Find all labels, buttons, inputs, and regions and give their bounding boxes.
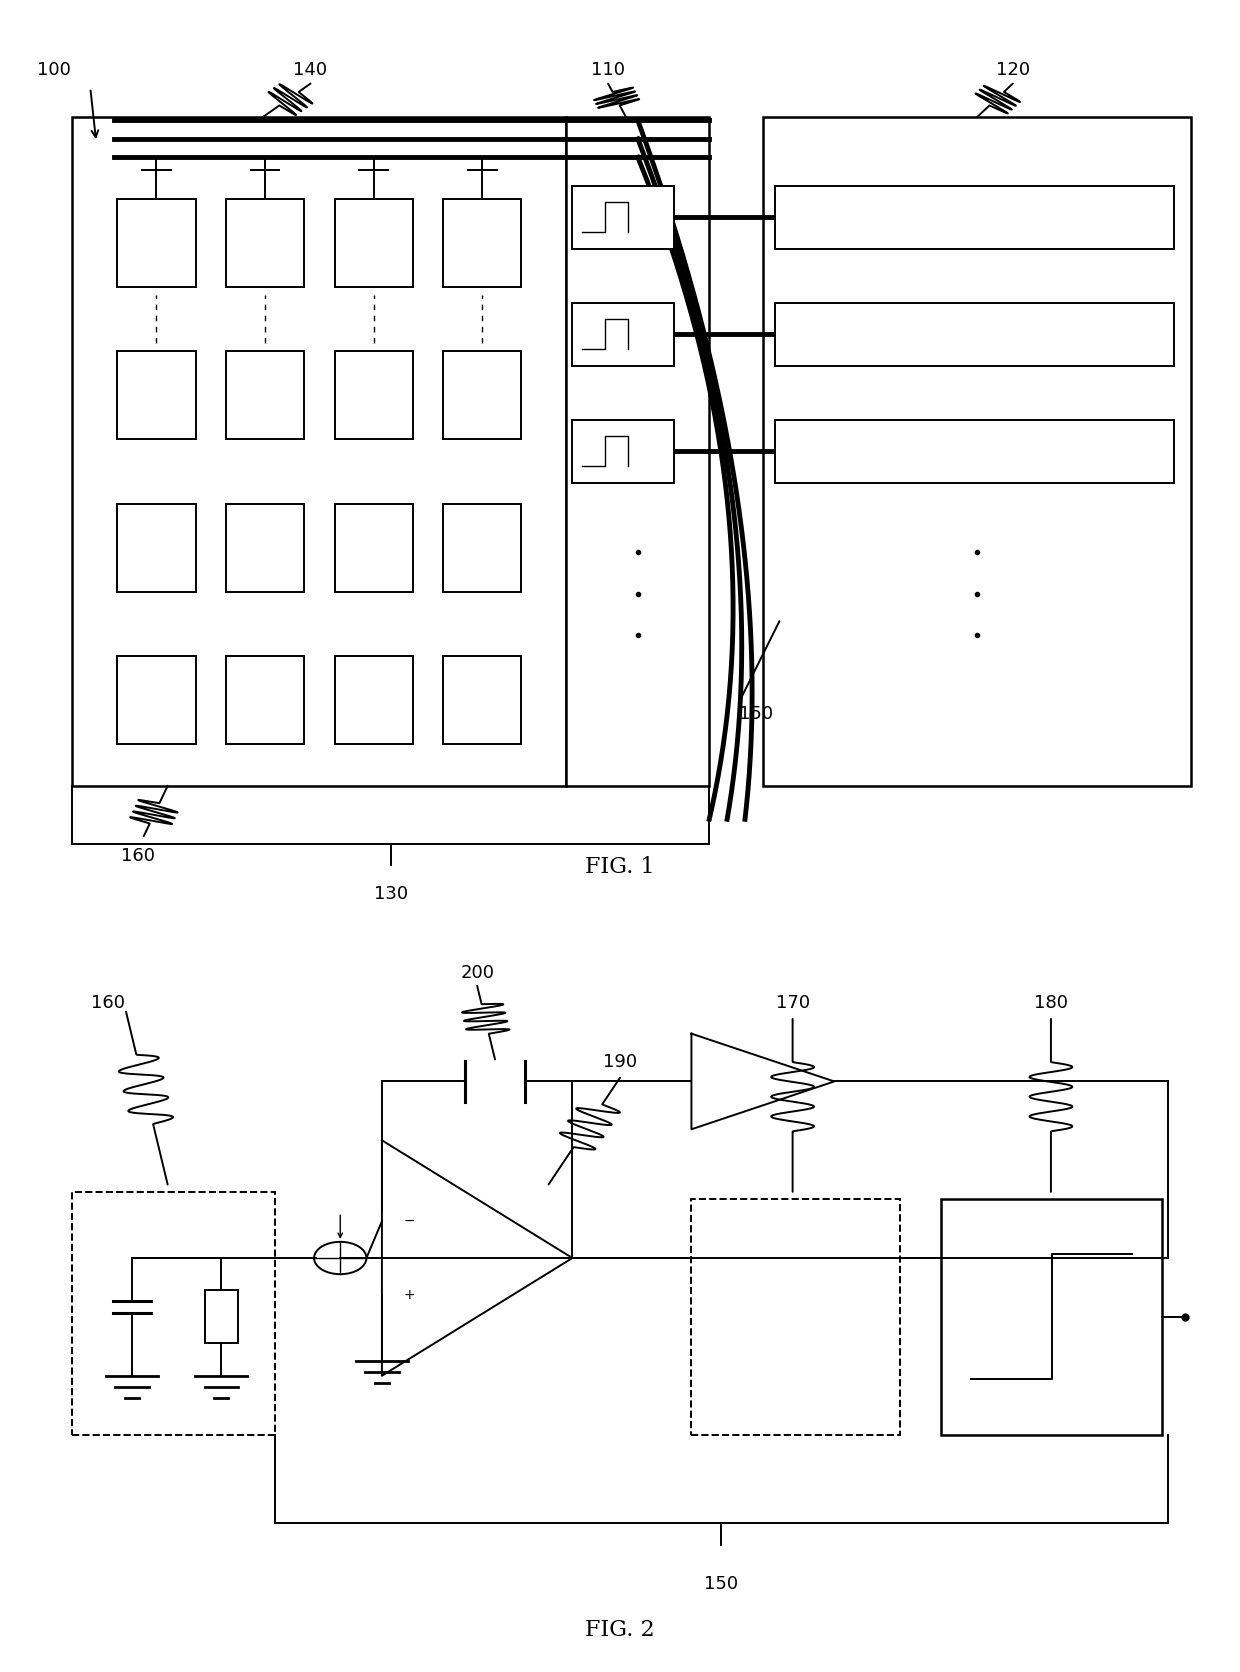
- FancyBboxPatch shape: [692, 1199, 900, 1435]
- FancyBboxPatch shape: [118, 199, 196, 288]
- FancyBboxPatch shape: [118, 657, 196, 744]
- FancyBboxPatch shape: [443, 503, 522, 592]
- Text: 110: 110: [591, 62, 625, 79]
- FancyBboxPatch shape: [443, 351, 522, 440]
- Text: 150: 150: [739, 706, 774, 722]
- Text: 200: 200: [460, 965, 495, 983]
- Text: −: −: [403, 1214, 415, 1229]
- Text: 120: 120: [996, 62, 1030, 79]
- Text: 140: 140: [294, 62, 327, 79]
- Text: 100: 100: [37, 62, 71, 79]
- FancyBboxPatch shape: [72, 1192, 275, 1435]
- FancyBboxPatch shape: [72, 117, 567, 786]
- FancyBboxPatch shape: [118, 503, 196, 592]
- Text: 170: 170: [775, 993, 810, 1012]
- FancyBboxPatch shape: [775, 420, 1173, 483]
- FancyBboxPatch shape: [335, 503, 413, 592]
- FancyBboxPatch shape: [443, 199, 522, 288]
- FancyBboxPatch shape: [226, 199, 304, 288]
- FancyBboxPatch shape: [226, 503, 304, 592]
- Text: 130: 130: [373, 884, 408, 903]
- FancyBboxPatch shape: [443, 657, 522, 744]
- FancyBboxPatch shape: [118, 351, 196, 440]
- Text: 150: 150: [704, 1575, 738, 1593]
- Text: 160: 160: [120, 848, 155, 864]
- FancyBboxPatch shape: [226, 351, 304, 440]
- FancyBboxPatch shape: [335, 199, 413, 288]
- Text: 160: 160: [91, 993, 125, 1012]
- FancyBboxPatch shape: [763, 117, 1192, 786]
- FancyBboxPatch shape: [775, 303, 1173, 366]
- FancyBboxPatch shape: [775, 186, 1173, 249]
- FancyBboxPatch shape: [573, 420, 673, 483]
- Text: FIG. 2: FIG. 2: [585, 1618, 655, 1640]
- FancyBboxPatch shape: [226, 657, 304, 744]
- FancyBboxPatch shape: [205, 1291, 238, 1343]
- FancyBboxPatch shape: [573, 303, 673, 366]
- Text: +: +: [403, 1287, 415, 1302]
- FancyBboxPatch shape: [335, 351, 413, 440]
- FancyBboxPatch shape: [941, 1199, 1162, 1435]
- FancyBboxPatch shape: [573, 186, 673, 249]
- Text: 180: 180: [1034, 993, 1068, 1012]
- Text: FIG. 1: FIG. 1: [585, 856, 655, 878]
- Text: 190: 190: [603, 1053, 637, 1070]
- FancyBboxPatch shape: [335, 657, 413, 744]
- FancyBboxPatch shape: [567, 117, 709, 786]
